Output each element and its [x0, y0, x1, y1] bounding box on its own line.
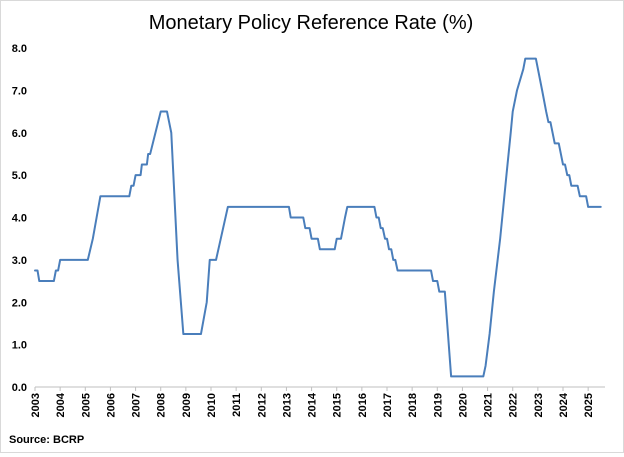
x-tick-label: 2017 [382, 393, 394, 417]
x-tick-label: 2024 [558, 392, 570, 417]
x-tick-label: 2016 [357, 393, 369, 417]
x-tick-label: 2013 [281, 393, 293, 417]
y-tick-label: 4.0 [12, 213, 27, 225]
series-line [34, 57, 602, 378]
y-tick-label: 2.0 [12, 297, 27, 309]
x-tick-label: 2006 [105, 393, 117, 417]
x-tick-label: 2023 [533, 393, 545, 417]
x-tick-label: 2008 [156, 393, 168, 417]
y-tick-label: 5.0 [12, 170, 27, 182]
x-tick-label: 2012 [256, 393, 268, 417]
y-tick-label: 3.0 [12, 255, 27, 267]
x-tick-label: 2025 [583, 393, 595, 417]
y-tick-label: 1.0 [12, 340, 27, 352]
x-tick-label: 2003 [30, 393, 42, 417]
x-tick-label: 2021 [483, 393, 495, 417]
x-tick-label: 2015 [332, 393, 344, 417]
source-note: Source: BCRP [9, 434, 84, 446]
x-tick-label: 2007 [131, 393, 143, 417]
x-tick-label: 2009 [181, 393, 193, 417]
x-tick-label: 2010 [206, 393, 218, 417]
x-tick-label: 2019 [432, 393, 444, 417]
x-tick-label: 2018 [407, 393, 419, 417]
x-tick-label: 2020 [457, 393, 469, 417]
x-tick-label: 2004 [55, 392, 67, 417]
chart-title: Monetary Policy Reference Rate (%) [149, 12, 474, 34]
x-tick-label: 2022 [508, 393, 520, 417]
x-tick-label: 2005 [80, 393, 92, 417]
x-tick-label: 2011 [231, 393, 243, 417]
x-tick-label: 2014 [307, 392, 319, 417]
y-tick-label: 0.0 [12, 382, 27, 394]
y-axis: 0.0 1.0 2.0 3.0 4.0 5.0 6.0 7.0 8.0 [12, 43, 27, 394]
y-tick-label: 7.0 [12, 85, 27, 97]
x-axis: 2003 2004 2005 2006 2007 2008 2009 2010 2011 2012… [30, 386, 605, 417]
series-layer [34, 57, 602, 378]
y-tick-label: 8.0 [12, 43, 27, 55]
y-tick-label: 6.0 [12, 128, 27, 140]
